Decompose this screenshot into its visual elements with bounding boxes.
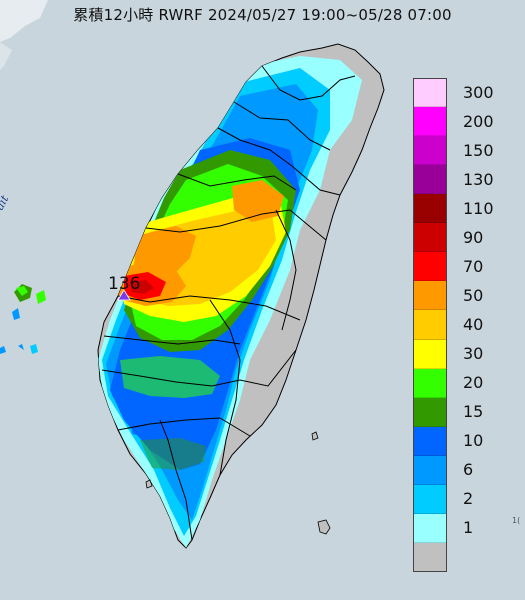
legend-level: 1 <box>413 513 513 543</box>
rainfall-shading <box>98 56 362 548</box>
mainland-coast-shadow <box>0 42 12 70</box>
legend-swatch <box>413 455 447 485</box>
legend-label: 200 <box>463 111 494 131</box>
legend-swatch <box>413 223 447 253</box>
legend-swatch <box>413 136 447 166</box>
legend-swatch <box>413 426 447 456</box>
legend-label: 130 <box>463 169 494 189</box>
legend-label: 300 <box>463 82 494 102</box>
legend-swatch <box>413 368 447 398</box>
legend-swatch <box>413 310 447 340</box>
legend-swatch <box>413 281 447 311</box>
legend-level: 70 <box>413 252 513 282</box>
legend-level: 50 <box>413 281 513 311</box>
map-title: 累積12小時 RWRF 2024/05/27 19:00~05/28 07:00 <box>73 6 452 24</box>
legend-swatch <box>413 165 447 195</box>
color-legend: 300 200 150 130 110 90 70 50 40 30 20 15 10 6 2 1 <box>413 78 513 572</box>
legend-level: 6 <box>413 455 513 485</box>
legend-swatch <box>413 252 447 282</box>
orchid-island <box>317 519 331 535</box>
legend-level: 200 <box>413 107 513 137</box>
legend-level: 150 <box>413 136 513 166</box>
legend-level: 15 <box>413 397 513 427</box>
legend-swatch <box>413 194 447 224</box>
legend-label: 40 <box>463 314 484 334</box>
legend-swatch <box>413 484 447 514</box>
legend-swatch <box>413 339 447 369</box>
legend-label: 15 <box>463 402 484 422</box>
county-borders <box>101 65 356 541</box>
legend-level: 130 <box>413 165 513 195</box>
triangle-marker-icon <box>117 289 131 301</box>
legend-level: 20 <box>413 368 513 398</box>
legend-level: 10 <box>413 426 513 456</box>
legend-label: 2 <box>463 489 474 509</box>
legend-swatch <box>413 397 447 427</box>
legend-swatch <box>413 513 447 543</box>
legend-level: 30 <box>413 339 513 369</box>
corner-mark: 1( <box>512 516 521 525</box>
legend-label: 20 <box>463 373 484 393</box>
legend-level: 300 <box>413 78 513 108</box>
legend-label: 50 <box>463 285 484 305</box>
legend-label: 10 <box>463 431 484 451</box>
legend-level: 40 <box>413 310 513 340</box>
green-island <box>311 431 319 441</box>
legend-label: 90 <box>463 227 484 247</box>
legend-swatch <box>413 107 447 137</box>
legend-level: 90 <box>413 223 513 253</box>
legend-label: 110 <box>463 198 494 218</box>
legend-label: 30 <box>463 344 484 364</box>
legend-label: 6 <box>463 460 474 480</box>
mainland-coast <box>0 0 48 42</box>
legend-frame <box>413 78 447 572</box>
legend-level: 110 <box>413 194 513 224</box>
legend-level: 2 <box>413 484 513 514</box>
legend-label: 70 <box>463 256 484 276</box>
max-station-value: 136 <box>108 274 141 294</box>
legend-swatch <box>413 78 447 108</box>
legend-label: 150 <box>463 140 494 160</box>
legend-label: 1 <box>463 518 474 538</box>
penghu-islands <box>0 284 46 354</box>
liuqiu-island <box>145 479 153 489</box>
